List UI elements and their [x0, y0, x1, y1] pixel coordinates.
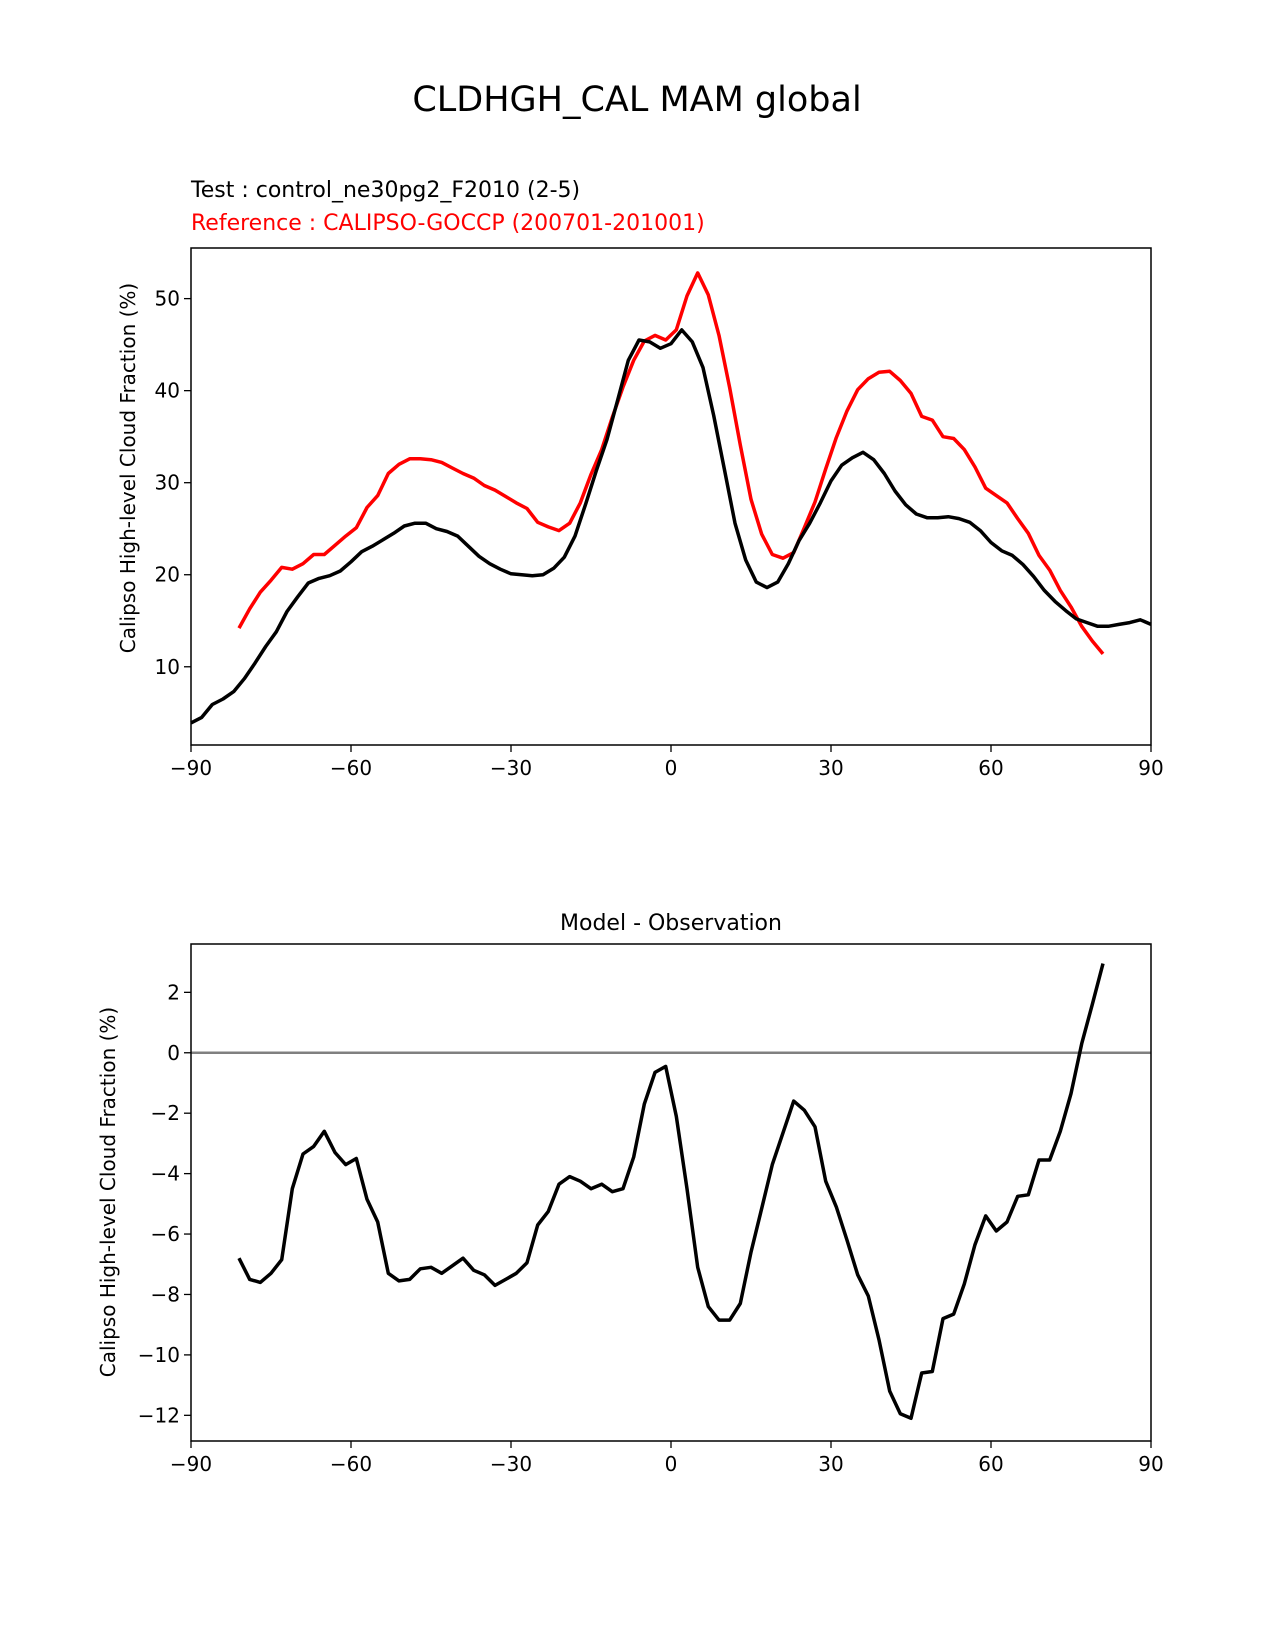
plot-frame	[190, 247, 1152, 746]
x-tick-label: 30	[818, 1452, 843, 1476]
y-tick-label: 0	[167, 1041, 180, 1065]
top-panel: Test : control_ne30pg2_F2010 (2-5) Refer…	[116, 178, 1164, 780]
x-tick-label: 90	[1138, 1452, 1163, 1476]
y-tick-label: −10	[138, 1343, 180, 1367]
x-tick-label: −90	[170, 756, 212, 780]
y-tick-label: 2	[167, 980, 180, 1004]
y-axis-label: Calipso High-level Cloud Fraction (%)	[116, 283, 140, 653]
x-tick-label: −60	[330, 1452, 372, 1476]
bottom-panel: Model - Observation Calipso High-level C…	[96, 911, 1164, 1476]
x-tick-label: −60	[330, 756, 372, 780]
reference-label: Reference : CALIPSO-GOCCP (200701-201001…	[191, 211, 705, 236]
x-tick-label: −30	[490, 1452, 532, 1476]
series-line-1	[190, 328, 1152, 725]
x-tick-label: 60	[978, 756, 1003, 780]
figure-title: CLDHGH_CAL MAM global	[412, 80, 861, 120]
y-tick-label: −2	[151, 1101, 180, 1125]
y-tick-label: 50	[155, 287, 180, 311]
series-line-0	[237, 963, 1105, 1421]
x-tick-label: 30	[818, 756, 843, 780]
y-tick-label: −8	[151, 1282, 180, 1306]
y-tick-label: 10	[155, 655, 180, 679]
x-tick-label: 0	[665, 1452, 678, 1476]
y-tick-label: 40	[155, 379, 180, 403]
x-tick-label: 90	[1138, 756, 1163, 780]
series-line-0	[237, 271, 1105, 656]
x-tick-label: −90	[170, 1452, 212, 1476]
y-tick-label: −12	[138, 1403, 180, 1427]
y-tick-label: 30	[155, 471, 180, 495]
y-tick-label: −4	[151, 1162, 180, 1186]
x-tick-label: −30	[490, 756, 532, 780]
y-tick-label: 20	[155, 563, 180, 587]
plot-frame	[190, 943, 1152, 1442]
panel-title: Model - Observation	[560, 911, 782, 936]
x-tick-label: 60	[978, 1452, 1003, 1476]
y-tick-label: −6	[151, 1222, 180, 1246]
y-axis-label: Calipso High-level Cloud Fraction (%)	[96, 1007, 120, 1377]
test-label: Test : control_ne30pg2_F2010 (2-5)	[190, 178, 580, 203]
x-tick-label: 0	[665, 756, 678, 780]
